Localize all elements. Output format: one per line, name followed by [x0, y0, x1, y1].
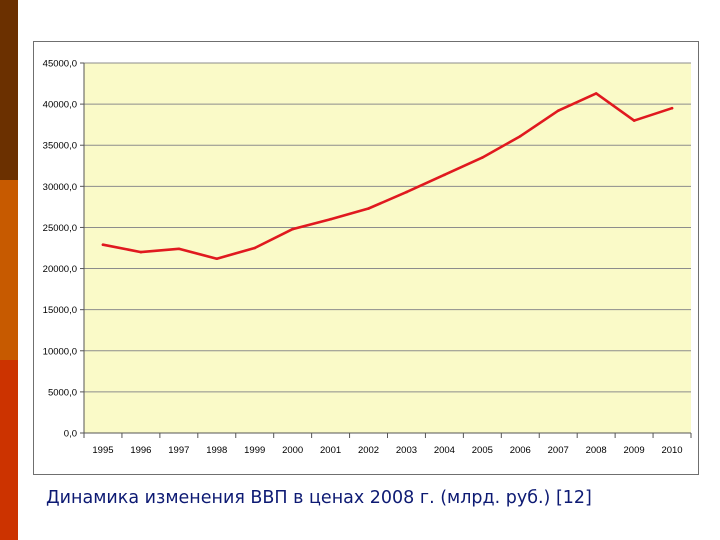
- y-tick-label: 25000,0: [43, 223, 77, 234]
- data-point: [291, 227, 294, 231]
- data-point: [443, 173, 446, 177]
- data-point: [329, 217, 332, 221]
- y-tick-label: 35000,0: [43, 141, 77, 152]
- x-tick-label: 1999: [244, 445, 265, 456]
- y-tick-label: 30000,0: [43, 182, 77, 193]
- data-point: [139, 250, 143, 254]
- data-point: [215, 257, 219, 260]
- data-point: [101, 243, 105, 247]
- y-tick-label: 45000,0: [43, 59, 77, 70]
- gdp-line-chart: 0,0 5000,0 10000,0 15000,0 20000,0 25000,0 300…: [43, 59, 692, 456]
- slide-caption: Динамика изменения ВВП в ценах 2008 г. (…: [46, 488, 592, 508]
- data-point: [670, 106, 674, 110]
- data-point: [518, 134, 522, 138]
- y-tick-label: 5000,0: [48, 387, 77, 398]
- y-tick-label: 0,0: [64, 429, 77, 440]
- decor-bar-top: [0, 0, 18, 180]
- x-tick-label: 2009: [624, 445, 645, 456]
- x-tick-label: 2007: [548, 445, 569, 456]
- series-line: [101, 92, 674, 260]
- x-tick-label: 2010: [661, 445, 682, 456]
- data-point: [632, 119, 636, 122]
- x-tick-label: 1995: [92, 445, 113, 456]
- x-tick-label: 1997: [168, 445, 189, 456]
- y-tick-label: 15000,0: [43, 305, 77, 316]
- x-tick-label: 2008: [586, 445, 607, 456]
- chart-area: 0,0 5000,0 10000,0 15000,0 20000,0 25000,0 300…: [33, 41, 699, 475]
- x-tick-label: 2003: [396, 445, 417, 456]
- data-point: [481, 156, 484, 159]
- decor-bar-bottom: [0, 360, 18, 540]
- x-tick-label: 1996: [130, 445, 151, 456]
- x-tick-label: 2006: [510, 445, 531, 456]
- y-tick-label: 20000,0: [43, 264, 77, 275]
- plot-background: [84, 63, 691, 433]
- data-point: [253, 246, 257, 250]
- y-tick-label: 10000,0: [43, 346, 77, 357]
- x-tick-label: 2005: [472, 445, 493, 456]
- y-tick-label: 40000,0: [43, 100, 77, 111]
- decor-bar-middle: [0, 180, 18, 360]
- x-tick-label: 2002: [358, 445, 379, 456]
- x-tick-label: 2001: [320, 445, 341, 456]
- x-tick-label: 2000: [282, 445, 303, 456]
- x-tick-label: 2004: [434, 445, 455, 456]
- data-point: [177, 247, 181, 251]
- data-point: [367, 207, 370, 210]
- data-point: [594, 92, 598, 95]
- x-tick-label: 1998: [206, 445, 227, 456]
- data-point: [405, 190, 408, 194]
- data-point: [556, 109, 560, 112]
